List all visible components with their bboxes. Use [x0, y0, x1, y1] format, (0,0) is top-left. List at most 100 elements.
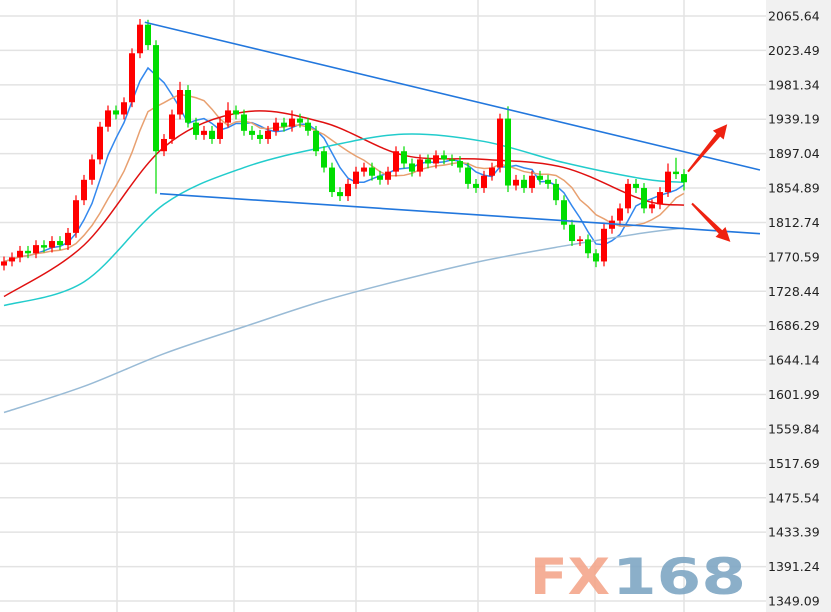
- candle-body: [105, 110, 111, 127]
- candle: [585, 234, 591, 259]
- candle: [409, 158, 415, 177]
- y-tick-label: 1559.84: [768, 421, 820, 436]
- watermark-logo: FX 168: [530, 548, 746, 606]
- candle: [321, 146, 327, 173]
- candle-body: [465, 167, 471, 184]
- candle-body: [329, 167, 335, 193]
- candle-body: [313, 130, 319, 152]
- candle: [481, 170, 487, 193]
- candle-body: [409, 163, 415, 172]
- y-tick-label: 2065.64: [768, 9, 820, 24]
- candle-body: [497, 118, 503, 168]
- candle: [233, 105, 239, 120]
- y-tick-label: 1391.24: [768, 559, 820, 574]
- candle-body: [265, 130, 271, 139]
- y-tick-label: 1475.54: [768, 490, 820, 505]
- candle-body: [657, 192, 663, 205]
- y-tick-label: 1812.74: [768, 215, 820, 230]
- moving-average-line: [3, 66, 685, 263]
- candle-body: [593, 253, 599, 262]
- candle-body: [345, 183, 351, 197]
- candle: [257, 130, 263, 144]
- candle-body: [385, 171, 391, 180]
- candle: [129, 48, 135, 108]
- candle-body: [441, 155, 447, 160]
- candle: [601, 223, 607, 267]
- candle-body: [201, 130, 207, 135]
- candle: [65, 227, 71, 251]
- candle: [617, 203, 623, 226]
- candle: [641, 183, 647, 214]
- candle-body: [649, 204, 655, 209]
- candle: [337, 187, 343, 202]
- candle: [369, 162, 375, 181]
- candle: [273, 117, 279, 136]
- candle: [425, 154, 431, 169]
- candle: [553, 178, 559, 206]
- candle: [545, 174, 551, 189]
- candle: [441, 150, 447, 165]
- candle: [145, 19, 151, 50]
- candle-body: [73, 200, 79, 233]
- candle-body: [145, 24, 151, 46]
- candle-body: [617, 208, 623, 221]
- candle-body: [417, 159, 423, 172]
- candle-body: [457, 161, 463, 168]
- moving-average-line: [3, 93, 685, 263]
- candle: [169, 109, 175, 144]
- candle: [1, 256, 7, 271]
- candle-body: [393, 151, 399, 172]
- candle-body: [513, 179, 519, 186]
- candle: [313, 125, 319, 157]
- trendline: [144, 21, 761, 171]
- candle: [177, 81, 183, 120]
- candle: [473, 178, 479, 193]
- y-axis: 2065.64 2023.49 1981.34 1939.19 1897.04 1854.…: [768, 9, 820, 609]
- candle-body: [297, 118, 303, 123]
- y-tick-label: 1517.69: [768, 456, 820, 471]
- candle-body: [49, 241, 55, 248]
- candle: [377, 170, 383, 185]
- candle: [497, 113, 503, 173]
- candle: [417, 154, 423, 177]
- candle: [361, 162, 367, 177]
- candle: [449, 154, 455, 166]
- moving-average-line: [3, 110, 685, 298]
- candle-body: [289, 118, 295, 127]
- candle: [121, 97, 127, 120]
- candle: [25, 245, 31, 259]
- candle-body: [41, 245, 47, 248]
- candle: [345, 178, 351, 202]
- candle: [457, 156, 463, 173]
- candle-body: [161, 138, 167, 152]
- candle: [281, 117, 287, 132]
- candle-body: [433, 155, 439, 164]
- candle-body: [601, 228, 607, 262]
- y-tick-label: 2023.49: [768, 43, 820, 58]
- candle: [89, 154, 95, 185]
- candle: [49, 236, 55, 253]
- candle: [609, 215, 615, 234]
- trendline: [159, 192, 761, 235]
- candle-body: [681, 174, 687, 183]
- candle: [401, 146, 407, 169]
- candle: [633, 178, 639, 193]
- candle-body: [25, 250, 31, 254]
- candle: [297, 113, 303, 128]
- candle-body: [1, 261, 7, 266]
- candle-body: [633, 183, 639, 188]
- candle: [433, 150, 439, 169]
- candle: [625, 178, 631, 214]
- y-tick-label: 1981.34: [768, 77, 820, 92]
- candle: [73, 195, 79, 238]
- candle: [185, 85, 191, 128]
- candle: [529, 170, 535, 193]
- candle: [97, 121, 103, 165]
- y-tick-label: 1686.29: [768, 318, 820, 333]
- y-tick-label: 1644.14: [768, 353, 820, 368]
- y-tick-label: 1601.99: [768, 387, 820, 402]
- candle-body: [473, 183, 479, 188]
- candle-body: [337, 192, 343, 197]
- candle: [9, 252, 15, 267]
